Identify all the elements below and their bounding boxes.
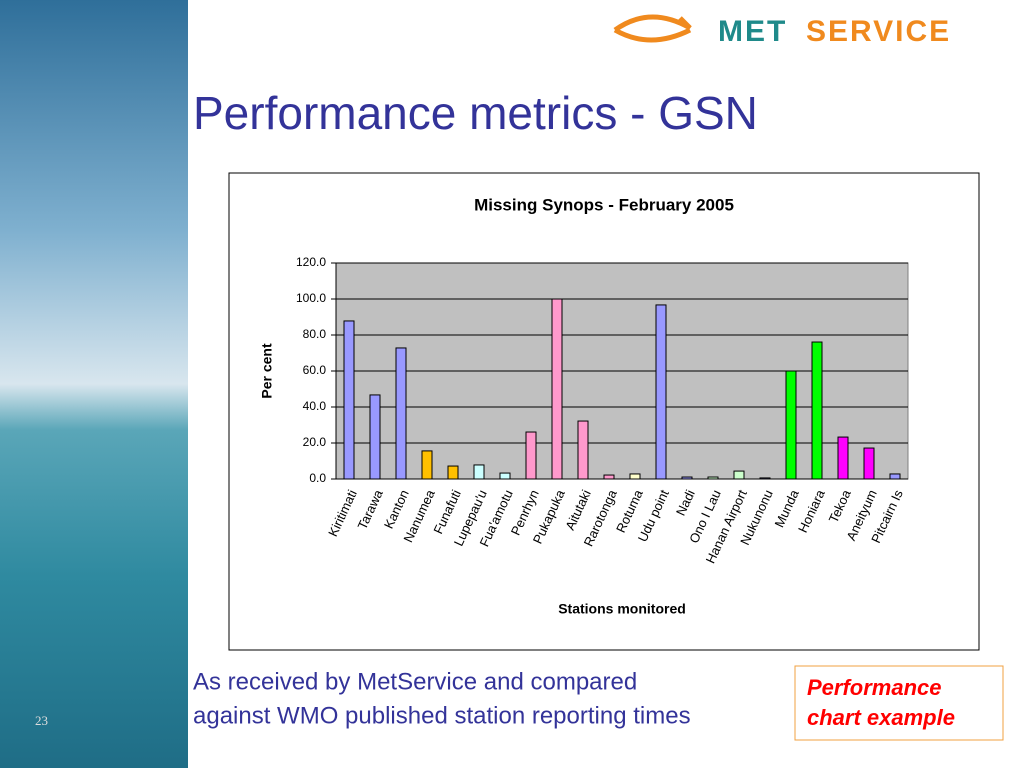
chart-title: Missing Synops - February 2005 xyxy=(474,195,734,214)
y-tick-label: 120.0 xyxy=(296,255,326,269)
note-text: Performance xyxy=(807,675,942,700)
bar xyxy=(343,320,355,480)
bar xyxy=(655,304,667,480)
caption-line: As received by MetService and compared xyxy=(193,668,637,695)
sky-image xyxy=(0,0,188,768)
note-box xyxy=(794,665,1004,741)
logo: MET SERVICE xyxy=(613,14,951,48)
bar xyxy=(811,341,823,480)
bar xyxy=(499,472,511,480)
bar xyxy=(577,420,589,480)
bar xyxy=(863,447,875,480)
y-axis-label: Per cent xyxy=(259,343,275,399)
x-axis-label: Stations monitored xyxy=(558,601,686,617)
note-text: chart example xyxy=(807,705,955,730)
caption-line: against WMO published station reporting … xyxy=(193,702,691,729)
y-tick-label: 80.0 xyxy=(303,327,327,341)
y-tick-label: 100.0 xyxy=(296,291,326,305)
bar xyxy=(369,394,381,480)
bar xyxy=(473,464,485,480)
bar xyxy=(603,474,615,480)
y-tick-label: 0.0 xyxy=(309,471,326,485)
slide-title: Performance metrics - GSN xyxy=(193,87,758,139)
logo-service: SERVICE xyxy=(806,15,951,48)
logo-met: MET xyxy=(718,15,787,48)
bar xyxy=(421,450,433,480)
bar xyxy=(681,476,693,480)
bar xyxy=(525,431,537,480)
logo-swoosh xyxy=(613,14,692,43)
bar xyxy=(759,477,771,480)
y-tick-label: 40.0 xyxy=(303,399,327,413)
bar xyxy=(785,370,797,480)
bar xyxy=(707,476,719,480)
bar xyxy=(629,473,641,480)
y-tick-label: 20.0 xyxy=(303,435,327,449)
bar xyxy=(447,465,459,480)
bar xyxy=(889,473,901,480)
bar xyxy=(733,470,745,480)
y-tick-label: 60.0 xyxy=(303,363,327,377)
bar xyxy=(395,347,407,480)
bar xyxy=(551,298,563,480)
page-number: 23 xyxy=(35,713,48,728)
bar xyxy=(837,436,849,480)
